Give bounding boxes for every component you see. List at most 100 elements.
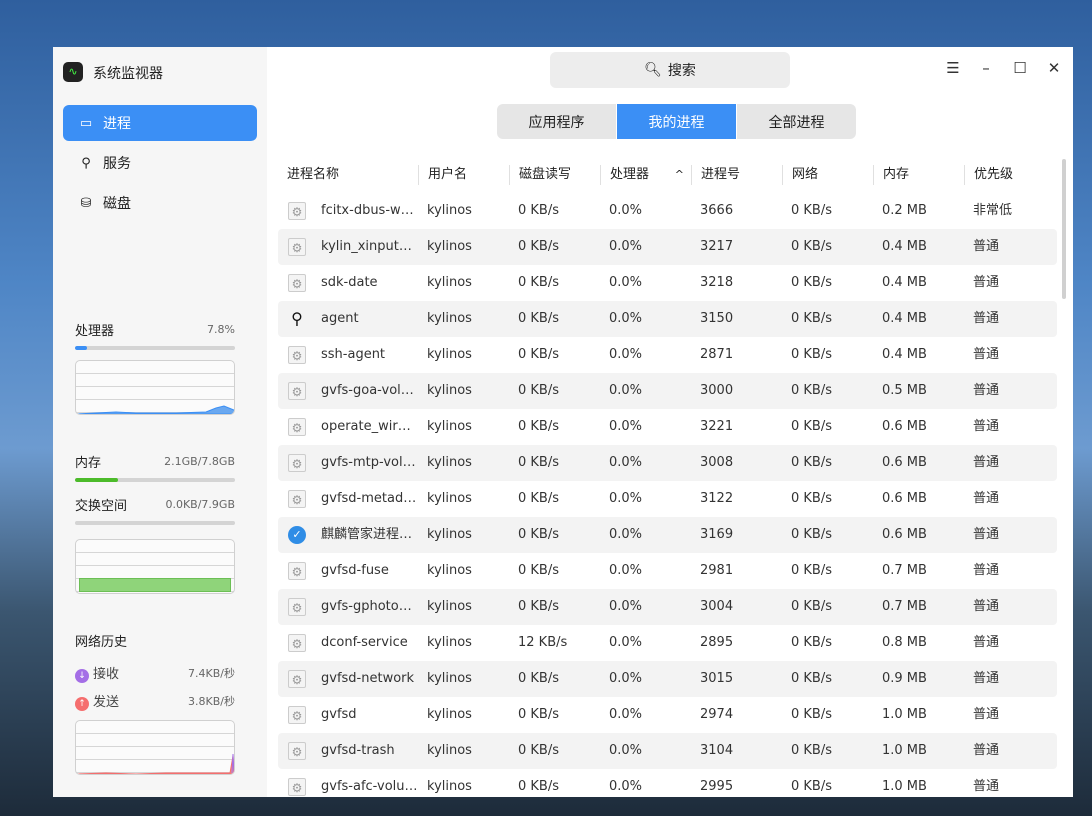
col-cpu-label: 处理器 <box>610 167 650 182</box>
network-label: 网络历史 <box>75 635 128 650</box>
search-placeholder: 搜索 <box>667 63 696 79</box>
process-tabs: 应用程序 我的进程 全部进程 <box>497 104 857 139</box>
table-row[interactable]: ⚙ kylin_xinput… kylinos 0 KB/s 0.0% 3217 0 KB/… <box>278 229 1057 265</box>
cell-mem: 0.9 MB <box>882 671 927 686</box>
sidebar-item-processes[interactable]: ▭ 进程 <box>63 105 257 141</box>
process-name: gvfsd <box>321 707 357 722</box>
memory-bar <box>75 478 235 482</box>
cell-disk: 0 KB/s <box>518 239 559 254</box>
sidebar-item-disks[interactable]: ⛁ 磁盘 <box>63 185 257 221</box>
swap-label: 交换空间 <box>75 499 128 514</box>
cell-pid: 2974 <box>700 707 734 722</box>
table-row[interactable]: ⚙ gvfs-afc-volu… kylinos 0 KB/s 0.0% 2995 0 KB… <box>278 769 1057 797</box>
cell-net: 0 KB/s <box>791 527 832 542</box>
cell-mem: 0.6 MB <box>882 527 927 542</box>
cell-mem: 0.7 MB <box>882 563 927 578</box>
cell-user: kylinos <box>427 779 472 794</box>
table-row[interactable]: ⚙ sdk-date kylinos 0 KB/s 0.0% 3218 0 KB/s 0.4 … <box>278 265 1057 301</box>
table-row[interactable]: ⚙ fcitx-dbus-w… kylinos 0 KB/s 0.0% 3666 0 KB/… <box>278 193 1057 229</box>
cell-disk: 0 KB/s <box>518 491 559 506</box>
tab-applications[interactable]: 应用程序 <box>497 104 616 139</box>
cell-prio: 普通 <box>973 707 1000 722</box>
cell-prio: 普通 <box>973 527 1000 542</box>
recv-label: 接收 <box>93 667 120 682</box>
tab-my-processes[interactable]: 我的进程 <box>617 104 736 139</box>
process-name: ssh-agent <box>321 347 386 362</box>
cell-pid: 3150 <box>700 311 734 326</box>
cell-mem: 0.4 MB <box>882 347 927 362</box>
send-label: 发送 <box>93 695 120 710</box>
cell-prio: 普通 <box>973 419 1000 434</box>
table-row[interactable]: ⚙ gvfsd kylinos 0 KB/s 0.0% 2974 0 KB/s 1.0 MB 普… <box>278 697 1057 733</box>
cell-prio: 普通 <box>973 455 1000 470</box>
table-row[interactable]: ⚙ gvfs-mtp-vol… kylinos 0 KB/s 0.0% 3008 0 KB/… <box>278 445 1057 481</box>
col-disk[interactable]: 磁盘读写 <box>509 165 571 185</box>
cell-prio: 普通 <box>973 743 1000 758</box>
cell-net: 0 KB/s <box>791 671 832 686</box>
col-memory[interactable]: 内存 <box>873 165 909 185</box>
cell-net: 0 KB/s <box>791 347 832 362</box>
scrollbar[interactable] <box>1062 159 1066 299</box>
table-row[interactable]: ⚲ agent kylinos 0 KB/s 0.0% 3150 0 KB/s 0.4 MB 普… <box>278 301 1057 337</box>
cell-pid: 3008 <box>700 455 734 470</box>
col-cpu[interactable]: 处理器 ^ <box>600 165 690 185</box>
table-row[interactable]: ⚙ gvfsd-fuse kylinos 0 KB/s 0.0% 2981 0 KB/s 0.… <box>278 553 1057 589</box>
maximize-icon[interactable]: ☐ <box>1013 59 1027 77</box>
tab-all-processes[interactable]: 全部进程 <box>737 104 856 139</box>
table-row[interactable]: ⚙ gvfs-goa-vol… kylinos 0 KB/s 0.0% 3000 0 KB/… <box>278 373 1057 409</box>
cell-mem: 1.0 MB <box>882 743 927 758</box>
cell-prio: 普通 <box>973 383 1000 398</box>
cell-mem: 0.2 MB <box>882 203 927 218</box>
col-pid[interactable]: 进程号 <box>691 165 740 185</box>
table-row[interactable]: ⚙ gvfsd-trash kylinos 0 KB/s 0.0% 3104 0 KB/s 1… <box>278 733 1057 769</box>
cell-net: 0 KB/s <box>791 311 832 326</box>
cell-disk: 0 KB/s <box>518 707 559 722</box>
memory-value: 2.1GB/7.8GB <box>164 455 235 468</box>
cell-pid: 3217 <box>700 239 734 254</box>
cell-disk: 0 KB/s <box>518 347 559 362</box>
search-input[interactable]: 🔍︎ 搜索 <box>550 52 790 88</box>
col-priority[interactable]: 优先级 <box>964 165 1013 185</box>
menu-icon[interactable]: ☰ <box>946 59 960 77</box>
cell-prio: 普通 <box>973 491 1000 506</box>
table-row[interactable]: ✓ 麒麟管家进程… kylinos 0 KB/s 0.0% 3169 0 KB/s 0.6 M… <box>278 517 1057 553</box>
process-name: gvfs-mtp-vol… <box>321 455 416 470</box>
cell-pid: 2995 <box>700 779 734 794</box>
close-icon[interactable]: ✕ <box>1047 59 1061 77</box>
cell-disk: 0 KB/s <box>518 779 559 794</box>
cell-disk: 0 KB/s <box>518 275 559 290</box>
recv-value: 7.4KB/秒 <box>188 667 235 680</box>
cell-net: 0 KB/s <box>791 707 832 722</box>
cell-cpu: 0.0% <box>609 275 643 290</box>
cell-mem: 0.4 MB <box>882 311 927 326</box>
cell-mem: 0.4 MB <box>882 239 927 254</box>
cell-pid: 3666 <box>700 203 734 218</box>
sidebar-item-services[interactable]: ⚲ 服务 <box>63 145 257 181</box>
col-network[interactable]: 网络 <box>782 165 818 185</box>
cell-mem: 0.4 MB <box>882 275 927 290</box>
process-name: gvfs-goa-vol… <box>321 383 414 398</box>
cell-mem: 1.0 MB <box>882 779 927 794</box>
gear-icon: ⚙ <box>288 706 306 724</box>
minimize-icon[interactable]: – <box>982 59 990 77</box>
process-name: gvfs-gphoto… <box>321 599 412 614</box>
cell-disk: 0 KB/s <box>518 563 559 578</box>
cell-pid: 3221 <box>700 419 734 434</box>
sidebar-item-label: 磁盘 <box>103 196 131 212</box>
send-value: 3.8KB/秒 <box>188 695 235 708</box>
col-name[interactable]: 进程名称 <box>287 167 340 182</box>
cell-pid: 2981 <box>700 563 734 578</box>
cell-net: 0 KB/s <box>791 599 832 614</box>
table-row[interactable]: ⚙ gvfsd-metad… kylinos 0 KB/s 0.0% 3122 0 KB/s… <box>278 481 1057 517</box>
table-row[interactable]: ⚙ gvfs-gphoto… kylinos 0 KB/s 0.0% 3004 0 KB/s… <box>278 589 1057 625</box>
cell-user: kylinos <box>427 203 472 218</box>
col-user[interactable]: 用户名 <box>418 165 467 185</box>
table-row[interactable]: ⚙ gvfsd-network kylinos 0 KB/s 0.0% 3015 0 KB/… <box>278 661 1057 697</box>
monitor-icon: ▭ <box>79 115 93 131</box>
gear-icon: ⚙ <box>288 202 306 220</box>
shield-icon: ✓ <box>288 526 306 544</box>
table-row[interactable]: ⚙ operate_wir… kylinos 0 KB/s 0.0% 3221 0 KB/s… <box>278 409 1057 445</box>
table-row[interactable]: ⚙ ssh-agent kylinos 0 KB/s 0.0% 2871 0 KB/s 0.4… <box>278 337 1057 373</box>
cell-net: 0 KB/s <box>791 239 832 254</box>
table-row[interactable]: ⚙ dconf-service kylinos 12 KB/s 0.0% 2895 0 KB… <box>278 625 1057 661</box>
